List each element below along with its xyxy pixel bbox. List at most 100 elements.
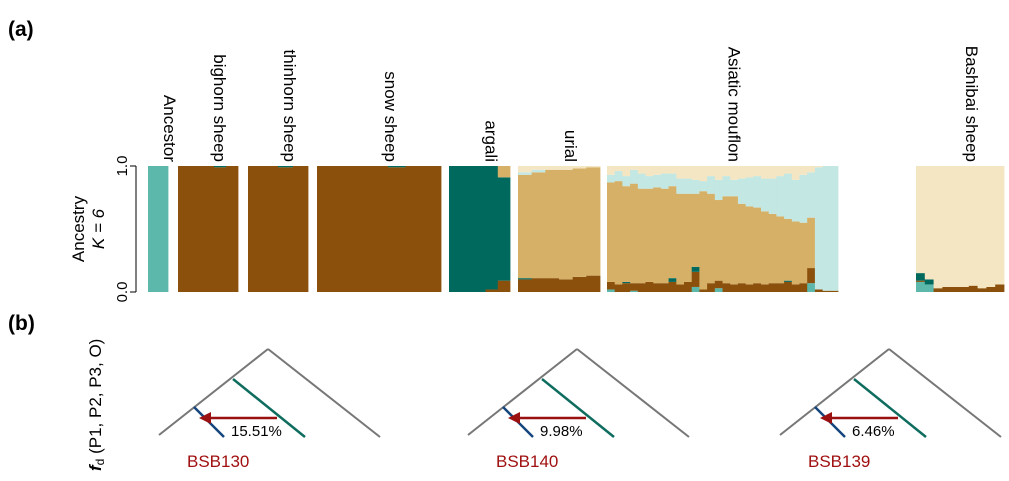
bar-segment-c6: [684, 166, 693, 179]
bar-segment-c5: [714, 179, 723, 201]
bar-segment-c6: [791, 166, 800, 180]
bar-segment-c5: [614, 171, 623, 182]
bar-segment-c2: [531, 278, 546, 292]
bar-segment-c6: [799, 166, 808, 175]
bar-segment-c5: [645, 176, 654, 189]
bar-segment-c2: [822, 290, 831, 292]
panel-label-a: (a): [8, 18, 34, 41]
bar-segment-c4: [668, 186, 677, 279]
bar-segment-c4: [730, 196, 739, 285]
bar-segment-c2: [933, 288, 943, 292]
bar-segment-c2: [916, 280, 926, 282]
bar-segment-c6: [745, 166, 754, 178]
bar-segment-c2: [405, 166, 424, 292]
bar-segment-c5: [607, 174, 616, 183]
bar-segment-c2: [653, 283, 662, 292]
group-label: snow sheep: [381, 71, 400, 162]
y-axis: 0.0 1.0 Ancestry K = 6: [69, 156, 137, 302]
tree-left-edge: [779, 348, 890, 436]
bar-segment-c4: [630, 183, 639, 284]
bar-segment-c3: [485, 166, 499, 290]
bar-segment-c6: [916, 166, 926, 274]
fd-value: 6.46%: [852, 423, 895, 440]
bar-segment-c3: [622, 281, 631, 284]
fd-axis-label: fd (P1, P2, P3, O): [86, 339, 107, 471]
bar-segment-c6: [942, 166, 952, 287]
bar-segment-c6: [714, 166, 723, 180]
bar-segment-c2: [942, 286, 952, 292]
bar-segment-c2: [986, 286, 996, 292]
bar-segment-c5: [668, 173, 677, 187]
bar-segment-c2: [714, 280, 723, 289]
bar-segment-c2: [622, 283, 631, 292]
bar-segment-c6: [607, 166, 616, 175]
sample-label: BSB130: [187, 452, 249, 471]
bar-segment-c5: [630, 169, 639, 184]
bar-segment-c5: [822, 166, 831, 291]
group-label: Bashibai sheep: [962, 46, 981, 162]
fd-symbol: f: [86, 463, 105, 471]
group-label: Ancestor: [160, 95, 179, 162]
bar-segment-c2: [730, 284, 739, 292]
bar-segment-c3: [387, 166, 406, 168]
bar-segment-c6: [630, 166, 639, 170]
bar-segment-c2: [586, 275, 601, 292]
bar-segment-c4: [518, 174, 533, 279]
bar-segment-c1: [714, 288, 723, 292]
bar-segment-c1: [607, 289, 616, 292]
bar-segment-c2: [293, 166, 309, 292]
bar-segment-c6: [653, 166, 662, 175]
bar-segment-c5: [830, 166, 839, 291]
bar-segment-c6: [776, 166, 785, 177]
bar-segment-c1: [148, 166, 169, 292]
bar-segment-c6: [761, 166, 770, 179]
bar-segment-c2: [995, 284, 1005, 292]
bar-segment-c2: [485, 289, 499, 292]
y-axis-subtitle: K = 6: [89, 208, 108, 249]
bar-segment-c3: [784, 280, 793, 282]
bar-segment-c6: [968, 166, 978, 286]
bar-segment-c6: [977, 166, 987, 289]
bar-segment-c5: [753, 176, 762, 208]
bar-segment-c6: [586, 166, 601, 168]
bar-segment-c5: [784, 173, 793, 219]
bar-segment-c2: [784, 281, 793, 292]
bar-segment-c2: [497, 280, 511, 292]
bar-segment-c6: [995, 166, 1005, 285]
bar-segment-c2: [799, 283, 808, 292]
bar-segment-c2: [684, 281, 693, 292]
introgression-arrowhead: [199, 412, 211, 424]
bar-segment-c2: [814, 289, 823, 292]
bar-segment-c6: [951, 166, 961, 287]
group-label: argali: [482, 120, 501, 162]
bar-segment-c6: [637, 166, 646, 174]
bar-segment-c6: [545, 166, 560, 170]
bar-segment-c3: [916, 273, 926, 281]
introgression-arrowhead: [508, 412, 520, 424]
bar-segment-c4: [497, 166, 511, 178]
bar-segment-c3: [473, 166, 486, 292]
bar-segment-c5: [660, 173, 669, 189]
sample-label: BSB140: [496, 452, 558, 471]
bar-segment-c3: [461, 166, 474, 292]
introgression-trees: 15.51% BSB130 9.98% BSB140 6.46% BSB139: [158, 348, 1002, 471]
bar-segment-c2: [791, 284, 800, 292]
bar-segment-c4: [653, 187, 662, 284]
y-tick-label-1: 1.0: [114, 156, 131, 177]
bar-segment-c5: [699, 181, 708, 192]
bar-segment-c4: [637, 188, 646, 284]
group-labels: Ancestor bighorn sheep thinhorn sheep snow …: [160, 46, 981, 163]
introgression-arrowhead: [820, 412, 832, 424]
bar-segment-c3: [214, 166, 227, 168]
bar-segment-c5: [761, 178, 770, 212]
bar-segment-c3: [691, 266, 700, 272]
admixture-bars: [148, 166, 1005, 292]
bar-segment-c4: [707, 193, 716, 284]
bar-segment-c4: [722, 196, 731, 284]
bar-segment-c6: [768, 166, 777, 179]
bar-segment-c3: [449, 166, 462, 292]
bar-segment-c4: [531, 172, 546, 279]
bar-segment-c5: [737, 178, 746, 204]
bar-segment-c5: [653, 174, 662, 188]
bar-segment-c6: [722, 166, 731, 177]
